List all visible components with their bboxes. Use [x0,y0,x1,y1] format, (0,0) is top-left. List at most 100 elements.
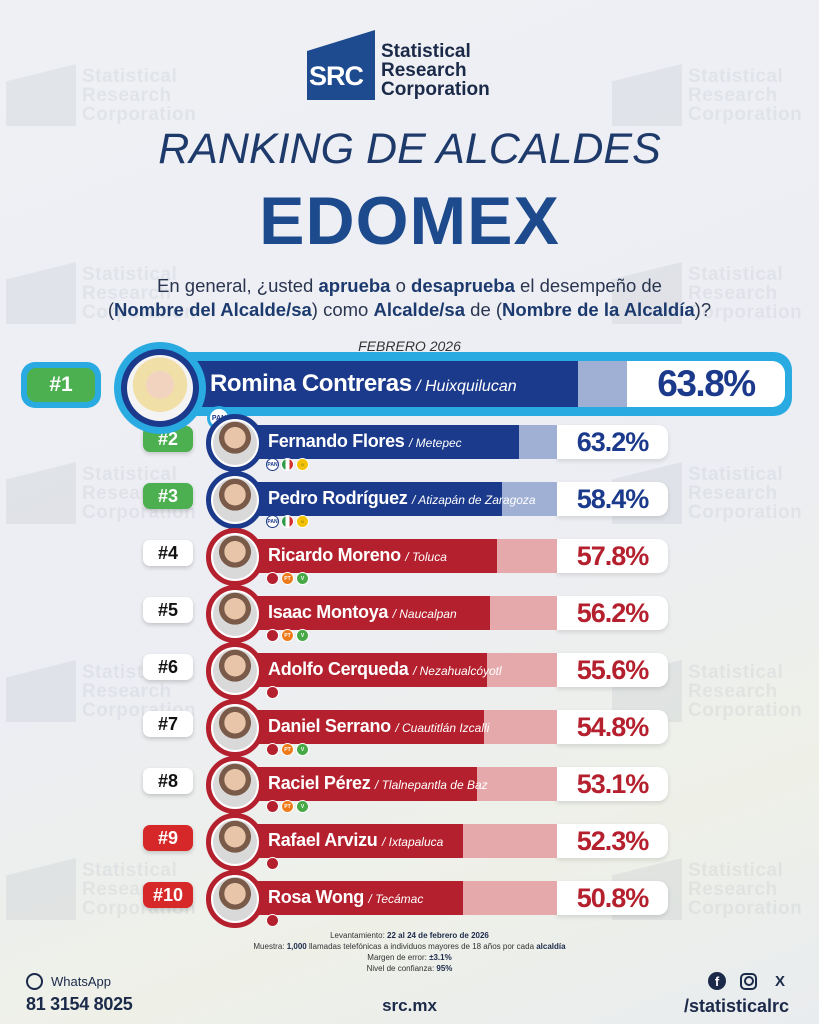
party-pt-icon: PT [281,800,294,813]
avatar [206,813,264,871]
approval-value: 56.2% [557,596,668,630]
approval-value: 54.8% [557,710,668,744]
avatar [206,870,264,928]
x-icon[interactable]: X [774,972,785,990]
party-morena-icon [266,914,279,927]
candidate-name: Rafael Arvizu [268,830,378,850]
candidate-name: Adolfo Cerqueda [268,659,409,679]
rank-badge: #7 [143,711,193,737]
rank-badge: #4 [143,540,193,566]
ranking-row-10: #10 Rosa Wong / Tecámac 50.8% [0,870,819,928]
ranking-row-7: #7 Daniel Serrano / Cuautitlán Izcalli 5… [0,699,819,757]
avatar [206,699,264,757]
candidate-name: Romina Contreras [210,370,412,397]
instagram-icon[interactable] [740,972,757,990]
footer-contact: WhatsApp 81 3154 8025 [26,973,133,1015]
avatar [206,471,264,529]
approval-bar: Fernando Flores / Metepec [244,425,557,459]
candidate-name: Pedro Rodríguez [268,488,408,508]
phone-number[interactable]: 81 3154 8025 [26,994,133,1014]
candidate-photo [213,592,257,636]
candidate-photo [213,820,257,864]
survey-question: En general, ¿usted aprueba o desaprueba … [107,275,712,320]
rank-badge: #5 [143,597,193,623]
party-morena-icon [266,743,279,756]
approval-value: 55.6% [557,653,668,687]
website-link[interactable]: src.mx [382,996,437,1015]
whatsapp-label: WhatsApp [51,974,111,989]
party-logos [266,686,279,699]
ranking-row-8: #8 Raciel Pérez / Tlalnepantla de Baz 53… [0,756,819,814]
whatsapp-icon [26,973,43,990]
avatar [206,528,264,586]
party-pvem-icon: V [296,572,309,585]
party-logos [266,914,279,927]
ranking-row-3: #3 Pedro Rodríguez / Atizapán de Zaragoz… [0,471,819,529]
candidate-photo [213,478,257,522]
approval-value: 52.3% [557,824,668,858]
approval-bar: Ricardo Moreno / Toluca [244,539,557,573]
municipality: / Toluca [405,550,447,564]
candidate-name: Isaac Montoya [268,602,389,622]
avatar [114,342,206,434]
approval-bar: Adolfo Cerqueda / Nezahualcóyotl [244,653,557,687]
candidate-photo [213,535,257,579]
approval-bar: Rosa Wong / Tecámac [244,881,557,915]
party-logos: PT V [266,572,309,585]
src-logo-mark: SRC [307,30,375,100]
party-prd-icon: ☼ [296,458,309,471]
municipality: / Metepec [408,436,462,450]
candidate-name: Rosa Wong [268,887,364,907]
candidate-name: Ricardo Moreno [268,545,401,565]
approval-bar: Rafael Arvizu / Ixtapaluca [244,824,557,858]
ranking-row-9: #9 Rafael Arvizu / Ixtapaluca 52.3% [0,813,819,871]
footer-social: f X /statisticalrc [684,972,789,1017]
ranking-row-2: #2 Fernando Flores / Metepec 63.2% PANPR… [0,414,819,472]
approval-value: 53.1% [557,767,668,801]
approval-bar-fill [190,361,578,407]
party-pri-icon: PRI [281,458,294,471]
candidate-photo [213,649,257,693]
party-pan-icon: PAN [266,515,279,528]
party-morena-icon [266,686,279,699]
candidate-photo [213,706,257,750]
candidate-photo [127,355,193,421]
municipality: / Naucalpan [392,607,457,621]
approval-bar: Daniel Serrano / Cuautitlán Izcalli [244,710,557,744]
party-morena-icon [266,572,279,585]
facebook-icon[interactable]: f [708,972,726,990]
approval-bar: Pedro Rodríguez / Atizapán de Zaragoza [244,482,557,516]
avatar [206,414,264,472]
social-handle[interactable]: /statisticalrc [683,996,789,1016]
party-logos: PT V [266,629,309,642]
party-pvem-icon: V [296,800,309,813]
ranking-row-5: #5 Isaac Montoya / Naucalpan 56.2% PT V [0,585,819,643]
party-morena-icon [266,857,279,870]
party-logos: PANPRI☼ [266,458,309,471]
methodology-notes: Levantamiento: 22 al 24 de febrero de 20… [253,931,566,973]
avatar [206,642,264,700]
municipality: / Tecámac [368,892,424,906]
avatar [206,585,264,643]
src-logo-text: Statistical Research Corporation [381,41,490,100]
approval-value: 58.4% [557,482,668,516]
municipality: / Atizapán de Zaragoza [411,493,536,507]
candidate-photo [213,763,257,807]
party-pvem-icon: V [296,629,309,642]
candidate-photo [213,421,257,465]
party-prd-icon: ☼ [296,515,309,528]
approval-value: 63.2% [557,425,668,459]
approval-value: 57.8% [557,539,668,573]
approval-bar: Raciel Pérez / Tlalnepantla de Baz [244,767,557,801]
approval-value: 63.8% [627,361,785,407]
approval-value: 50.8% [557,881,668,915]
municipality: / Nezahualcóyotl [412,664,502,678]
party-morena-icon [266,629,279,642]
municipality: / Cuautitlán Izcalli [395,721,490,735]
title-region: EDOMEX [259,183,560,259]
ranking-row-1: #1 Romina Contreras / Huixquilucan 63.8%… [0,340,819,434]
src-logo: SRC Statistical Research Corporation [307,30,490,100]
rank-badge: #3 [143,483,193,509]
watermark-logo: Statistical Research Corporation [612,64,802,126]
party-pt-icon: PT [281,572,294,585]
